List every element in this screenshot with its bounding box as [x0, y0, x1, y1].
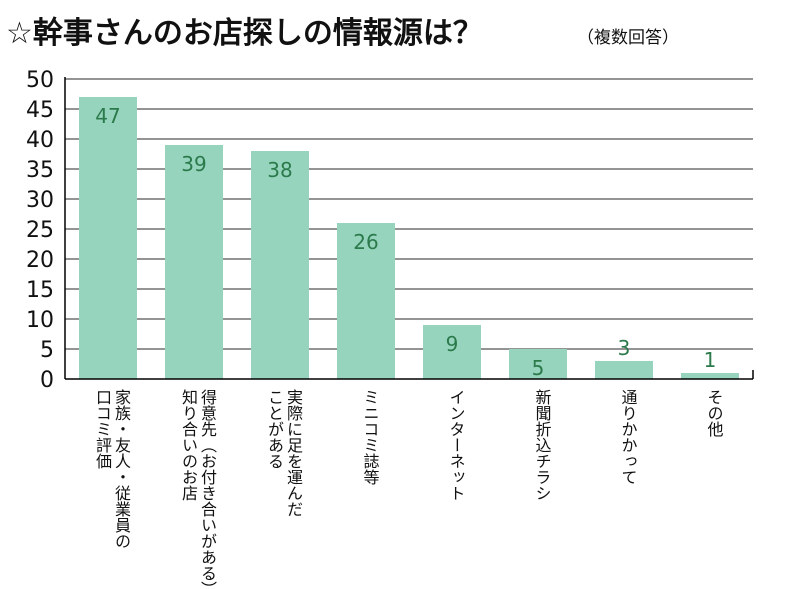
- bar-value-label: 38: [267, 158, 292, 182]
- y-tick-label: 10: [26, 308, 54, 333]
- x-category-label: 新聞折込チラシ: [533, 389, 552, 501]
- x-category-label: 知り合いのお店: [179, 389, 198, 501]
- y-tick-label: 25: [26, 218, 54, 243]
- bars: [79, 97, 739, 379]
- y-tick-label: 35: [26, 158, 54, 183]
- chart-subtitle: （複数回答）: [577, 28, 679, 48]
- x-category-label: ミニコミ誌等: [361, 389, 380, 485]
- y-tick-label: 45: [26, 98, 54, 123]
- x-category-label: インターネット: [447, 389, 466, 501]
- bar: [595, 361, 653, 379]
- bar-value-label: 39: [181, 152, 206, 176]
- bar: [251, 151, 309, 379]
- x-category-label: 口コミ評価: [93, 389, 112, 469]
- bar: [681, 373, 739, 379]
- y-axis-ticks: 0 5 10 15 20 25 30 35 40 45 50: [26, 68, 54, 393]
- bar-value-label: 5: [532, 356, 545, 380]
- bar-value-label: 26: [353, 230, 378, 254]
- bar: [79, 97, 137, 379]
- bar: [165, 145, 223, 379]
- bar-value-label: 3: [618, 336, 631, 360]
- x-category-label: 得意先（お付き合いがある）: [198, 389, 217, 589]
- y-tick-label: 30: [26, 188, 54, 213]
- x-category-label: その他: [705, 389, 724, 438]
- y-tick-label: 15: [26, 278, 54, 303]
- bar-value-label: 47: [95, 104, 120, 128]
- axes: [64, 77, 754, 380]
- value-labels: 47 39 38 26 9 5 3 1: [95, 104, 716, 380]
- y-tick-label: 5: [40, 338, 54, 363]
- x-category-label: 家族・友人・従業員の: [112, 389, 131, 549]
- bar-value-label: 9: [446, 332, 459, 356]
- x-category-label: 通りかかって: [619, 389, 638, 485]
- x-category-label: ことがある: [265, 389, 284, 469]
- x-category-label: 実際に足を運んだ: [284, 389, 303, 517]
- bar: [423, 325, 481, 379]
- chart-title: ☆幹事さんのお店探しの情報源は？: [6, 16, 483, 51]
- y-tick-label: 0: [40, 368, 54, 393]
- bar: [337, 223, 395, 379]
- y-tick-label: 50: [26, 68, 54, 93]
- bar-value-label: 1: [704, 348, 717, 372]
- y-tick-label: 40: [26, 128, 54, 153]
- bar: [509, 349, 567, 379]
- y-tick-label: 20: [26, 248, 54, 273]
